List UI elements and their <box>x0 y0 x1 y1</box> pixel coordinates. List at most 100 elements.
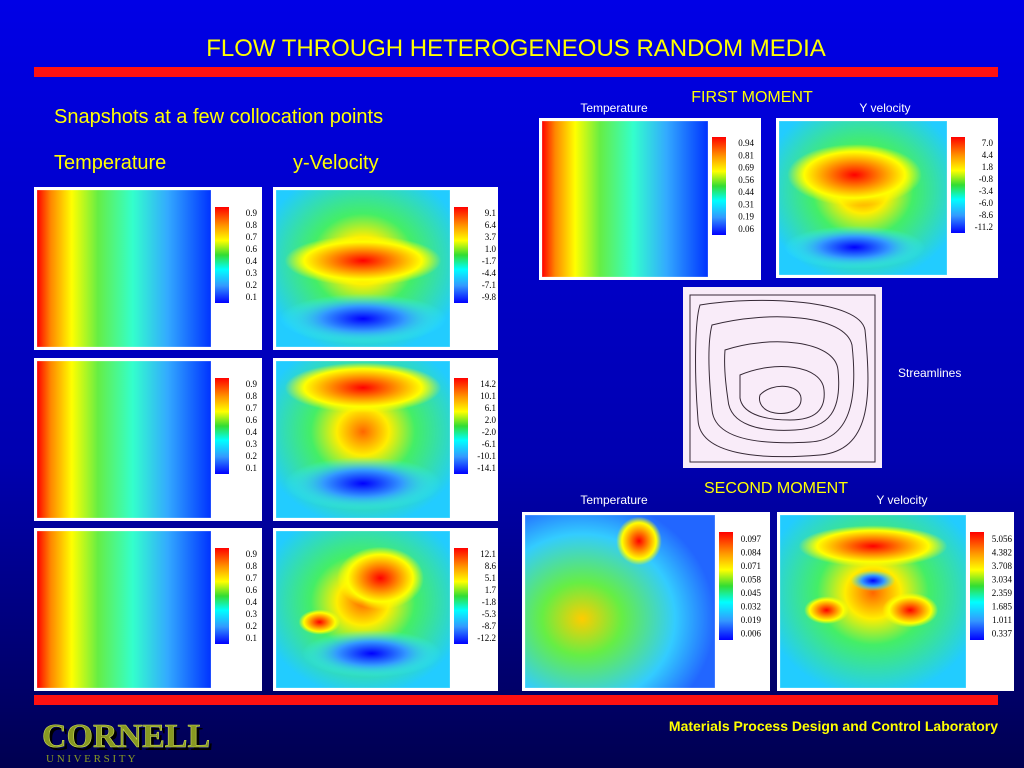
mesh-overlay <box>541 120 709 278</box>
mesh-overlay <box>275 360 451 519</box>
legend-label: -7.1 <box>482 280 496 290</box>
legend-label: -11.2 <box>975 222 993 232</box>
legend-label: 0.6 <box>246 585 258 595</box>
legend-label: -6.1 <box>482 439 496 449</box>
legend-label: 0.1 <box>246 292 257 302</box>
legend-label: 0.8 <box>246 561 258 571</box>
legend-label: -8.7 <box>482 621 497 631</box>
panel-label: Streamlines <box>898 366 961 380</box>
legend-label: 8.6 <box>485 561 497 571</box>
column-head: Temperature <box>54 152 166 174</box>
legend-label: 0.2 <box>246 621 257 631</box>
mesh-overlay <box>36 360 212 519</box>
contour-blob <box>298 609 341 635</box>
legend-label: 9.1 <box>485 208 496 218</box>
legend-label: 14.2 <box>480 379 496 389</box>
colorbar <box>454 548 468 644</box>
contour-plot <box>542 121 708 277</box>
legend-label: 1.685 <box>992 601 1013 611</box>
contour-plot <box>37 190 211 347</box>
contour-plot <box>37 361 211 518</box>
colorbar <box>970 532 984 640</box>
colorbar <box>951 137 965 233</box>
legend-label: 0.7 <box>246 403 258 413</box>
legend-label: 0.94 <box>738 138 754 148</box>
legend-label: 4.382 <box>992 547 1012 557</box>
contour-blob <box>882 592 939 628</box>
legend-label: -3.4 <box>979 186 994 196</box>
lab-name: Materials Process Design and Control Lab… <box>669 718 998 734</box>
legend-label: 0.31 <box>738 199 754 209</box>
logo: CORNELL <box>42 718 210 755</box>
legend-label: 0.4 <box>246 427 258 437</box>
legend-label: -9.8 <box>482 292 497 302</box>
slide-title: FLOW THROUGH HETEROGENEOUS RANDOM MEDIA <box>206 35 826 62</box>
legend-label: 0.058 <box>741 574 762 584</box>
legend-label: 0.8 <box>246 391 258 401</box>
legend-label: 0.19 <box>738 212 754 222</box>
legend-label: -1.7 <box>482 256 497 266</box>
legend-label: 0.019 <box>741 615 762 625</box>
legend-label: 0.9 <box>246 379 258 389</box>
logo-sub: U N I V E R S I T Y <box>46 753 136 765</box>
legend-label: -14.1 <box>477 463 496 473</box>
legend-label: 0.045 <box>741 588 762 598</box>
legend-label: 0.9 <box>246 208 258 218</box>
legend-label: 0.3 <box>246 268 258 278</box>
streamlines <box>689 294 876 463</box>
logo-shadow: CORNELL <box>45 721 213 758</box>
contour-blob <box>279 293 447 344</box>
colorbar <box>215 378 229 474</box>
colorbar <box>719 532 733 640</box>
divider-top <box>34 67 998 77</box>
legend-label: 0.8 <box>246 220 258 230</box>
divider-bottom <box>34 695 998 705</box>
legend-label: 0.9 <box>246 549 258 559</box>
legend-label: 0.2 <box>246 451 257 461</box>
contour-blob <box>336 546 424 610</box>
section-title: FIRST MOMENT <box>691 89 813 106</box>
contour-blob <box>850 570 896 592</box>
contour-blob <box>284 456 442 511</box>
legend-label: 10.1 <box>480 391 496 401</box>
legend-label: 0.6 <box>246 415 258 425</box>
legend-label: -5.3 <box>482 609 497 619</box>
panels: 0.9 0.8 0.7 0.6 0.4 0.3 0.2 0.1 9.1 6.4 3.7 1.0 -1.7… <box>34 118 1014 691</box>
mesh-overlay <box>524 514 716 689</box>
legend-label: 0.2 <box>246 280 257 290</box>
legend-label: 0.097 <box>741 534 762 544</box>
legend-label: 0.7 <box>246 232 258 242</box>
legend-label: 12.1 <box>480 549 496 559</box>
legend-label: -6.0 <box>979 198 994 208</box>
legend-label: 1.011 <box>992 615 1012 625</box>
legend-label: 0.006 <box>741 628 762 638</box>
colorbar <box>454 207 468 303</box>
contour-blob <box>284 362 442 413</box>
legend-label: 0.56 <box>738 175 754 185</box>
legend-label: -2.0 <box>482 427 497 437</box>
legend-label: 3.7 <box>485 232 497 242</box>
contour-blob <box>284 235 442 286</box>
contour-blob <box>784 225 926 269</box>
legend-label: -4.4 <box>482 268 497 278</box>
legend-label: 0.81 <box>738 150 754 160</box>
vector-field-tint <box>683 287 882 468</box>
legend-label: 0.4 <box>246 597 258 607</box>
legend-label: 3.708 <box>992 561 1013 571</box>
contour-blob <box>798 525 948 567</box>
mesh-overlay <box>36 189 212 348</box>
panel-label: Y velocity <box>859 101 910 115</box>
panel-label: Temperature <box>580 101 648 115</box>
legend-label: 0.337 <box>992 628 1013 638</box>
colorbar <box>454 378 468 474</box>
mesh-overlay <box>275 530 451 689</box>
legend-label: 4.4 <box>982 150 994 160</box>
legend-label: 2.359 <box>992 588 1013 598</box>
legend-label: 1.7 <box>485 585 497 595</box>
legend-label: -8.6 <box>979 210 994 220</box>
legend-label: 0.032 <box>741 601 761 611</box>
legend-label: 0.4 <box>246 256 258 266</box>
legend-label: 0.44 <box>738 187 754 197</box>
